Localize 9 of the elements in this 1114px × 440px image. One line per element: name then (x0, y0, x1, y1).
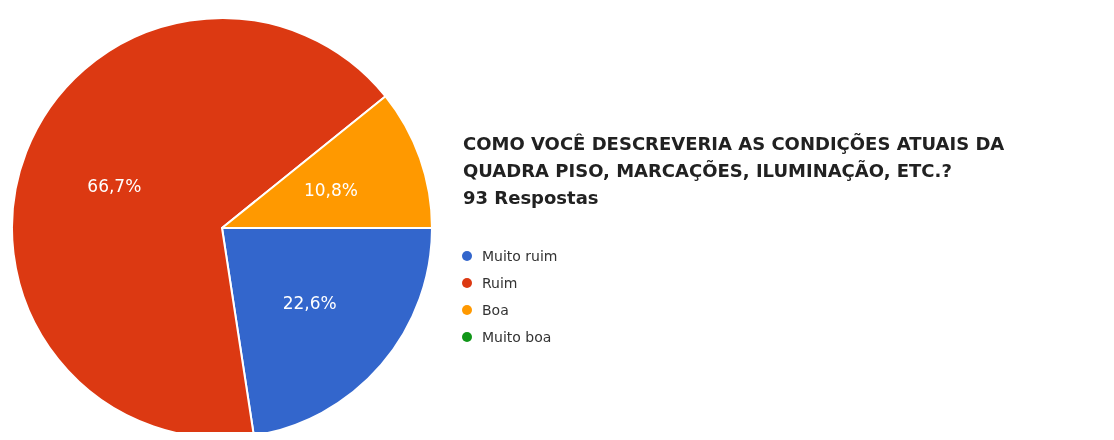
legend-label: Ruim (482, 275, 518, 291)
legend-label: Muito ruim (482, 248, 558, 264)
legend-label: Muito boa (482, 329, 552, 345)
text: 93 Respostas (463, 187, 599, 208)
data-label: 66,7% (87, 176, 142, 197)
text: COMO VOCÊ DESCREVERIA AS CONDIÇÕES ATUAIS DA QUADRA PISO, MARCAÇÕES, ILUMINAÇÃO, ETC.? (463, 132, 1005, 181)
data-label: 22,6% (282, 293, 337, 314)
data-label: 10,8% (303, 179, 358, 200)
legend-label: Boa (482, 302, 509, 318)
